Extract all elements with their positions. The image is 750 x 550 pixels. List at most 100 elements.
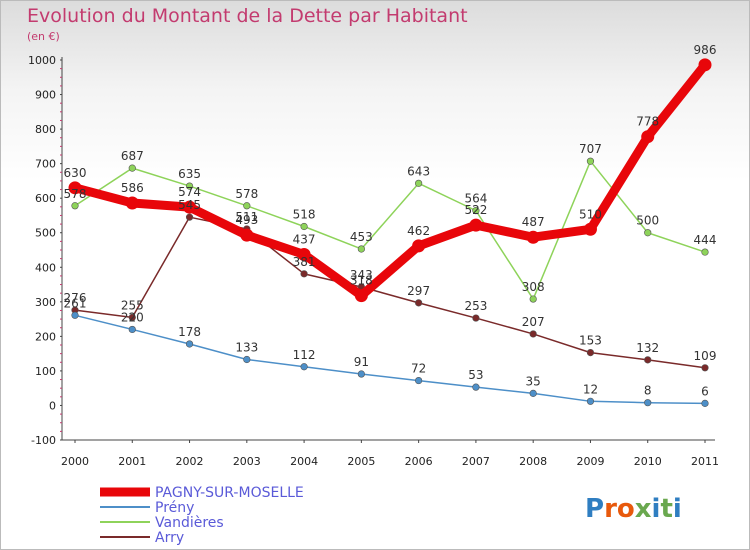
data-label-preny: 6 — [701, 384, 709, 398]
data-point-vandieres — [644, 229, 652, 237]
data-point-arry — [128, 313, 136, 321]
data-label-arry: 255 — [121, 298, 144, 312]
data-label-pagny-sur-moselle: 630 — [64, 166, 87, 180]
data-label-arry: 545 — [178, 198, 201, 212]
data-label-preny: 133 — [235, 341, 258, 355]
y-tick-label: 700 — [35, 158, 56, 171]
data-label-preny: 261 — [64, 296, 87, 310]
data-point-pagny-sur-moselle — [125, 196, 139, 210]
y-tick-label: -100 — [31, 434, 56, 447]
data-point-preny — [644, 399, 652, 407]
data-label-vandieres: 453 — [350, 230, 373, 244]
data-point-pagny-sur-moselle — [526, 230, 540, 244]
data-point-arry — [644, 356, 652, 364]
data-point-pagny-sur-moselle — [354, 289, 368, 303]
data-point-pagny-sur-moselle — [698, 58, 712, 72]
data-point-pagny-sur-moselle — [297, 247, 311, 261]
x-tick-label: 2007 — [462, 455, 490, 468]
data-label-preny: 35 — [526, 374, 541, 388]
x-tick-label: 2001 — [118, 455, 146, 468]
series-line-arry — [74, 216, 706, 369]
data-label-arry: 207 — [522, 315, 545, 329]
data-label-pagny-sur-moselle: 574 — [178, 185, 201, 199]
data-label-pagny-sur-moselle: 318 — [350, 274, 373, 288]
data-point-pagny-sur-moselle — [68, 181, 82, 195]
data-label-vandieres: 444 — [694, 233, 717, 247]
x-tick-label: 2000 — [61, 455, 89, 468]
data-label-arry: 276 — [64, 291, 87, 305]
data-label-arry: 109 — [694, 349, 717, 363]
data-point-vandieres — [128, 164, 136, 172]
proxiti-logo: Proxiti — [585, 494, 682, 524]
data-label-vandieres: 578 — [64, 187, 87, 201]
data-label-vandieres: 635 — [178, 167, 201, 181]
series-line-preny — [74, 314, 706, 405]
y-tick-label: 800 — [35, 123, 56, 136]
data-label-preny: 53 — [468, 368, 483, 382]
y-tick-label: 1000 — [28, 54, 56, 67]
data-point-preny — [128, 325, 136, 334]
data-label-preny: 72 — [411, 362, 426, 376]
data-point-preny — [415, 376, 423, 385]
data-label-pagny-sur-moselle: 778 — [636, 115, 659, 129]
data-point-vandieres — [357, 245, 365, 253]
y-tick-label: 500 — [35, 227, 56, 240]
chart-title: Evolution du Montant de la Dette par Hab… — [27, 5, 468, 27]
data-label-vandieres: 687 — [121, 149, 144, 163]
series-line-pagny-sur-moselle — [70, 60, 710, 301]
data-point-vandieres — [529, 295, 537, 303]
data-point-pagny-sur-moselle — [412, 239, 426, 253]
data-label-pagny-sur-moselle: 586 — [121, 181, 144, 195]
data-label-vandieres: 643 — [407, 164, 430, 178]
data-point-arry — [586, 349, 595, 357]
data-label-pagny-sur-moselle: 986 — [694, 43, 717, 57]
data-point-arry — [185, 213, 194, 221]
data-label-vandieres: 578 — [235, 187, 258, 201]
data-label-arry: 343 — [350, 268, 373, 282]
legend-label-vandieres: Vandières — [155, 515, 224, 531]
data-point-arry — [415, 299, 423, 307]
data-point-preny — [357, 370, 365, 378]
data-point-pagny-sur-moselle — [183, 200, 197, 214]
data-point-arry — [472, 314, 480, 322]
y-tick-label: 400 — [35, 261, 56, 274]
x-tick-label: 2004 — [290, 455, 318, 468]
data-label-arry: 381 — [293, 255, 316, 269]
data-point-preny — [71, 311, 79, 319]
data-label-preny: 220 — [121, 310, 144, 324]
data-point-vandieres — [185, 182, 194, 190]
data-label-vandieres: 500 — [636, 214, 659, 228]
y-tick-label: 900 — [35, 89, 56, 102]
legend-label-pagny-sur-moselle: PAGNY-SUR-MOSELLE — [155, 485, 304, 501]
y-tick-label: 300 — [35, 296, 56, 309]
y-tick-label: 0 — [49, 399, 56, 412]
data-point-preny — [529, 389, 537, 397]
data-point-vandieres — [472, 207, 480, 215]
data-label-preny: 12 — [583, 382, 598, 396]
series-line-vandieres — [74, 160, 706, 300]
data-label-arry: 153 — [579, 334, 602, 348]
data-point-preny — [586, 397, 595, 405]
legend-label-preny: Prény — [155, 500, 194, 516]
data-point-arry — [300, 270, 308, 278]
data-label-vandieres: 707 — [579, 142, 602, 156]
data-point-pagny-sur-moselle — [469, 218, 483, 232]
x-tick-label: 2003 — [233, 455, 261, 468]
data-label-arry: 132 — [636, 341, 659, 355]
data-point-vandieres — [300, 222, 308, 231]
data-point-vandieres — [415, 179, 423, 187]
x-tick-label: 2011 — [691, 455, 719, 468]
data-point-preny — [701, 399, 709, 407]
data-point-pagny-sur-moselle — [240, 228, 254, 242]
data-label-preny: 8 — [644, 384, 652, 398]
data-label-pagny-sur-moselle: 510 — [579, 207, 602, 221]
x-tick-label: 2009 — [576, 455, 604, 468]
data-label-pagny-sur-moselle: 522 — [464, 203, 487, 217]
y-tick-label: 200 — [35, 330, 56, 343]
data-point-arry — [529, 330, 537, 338]
data-label-vandieres: 564 — [464, 192, 487, 206]
data-point-vandieres — [701, 248, 709, 256]
data-point-pagny-sur-moselle — [641, 130, 655, 144]
